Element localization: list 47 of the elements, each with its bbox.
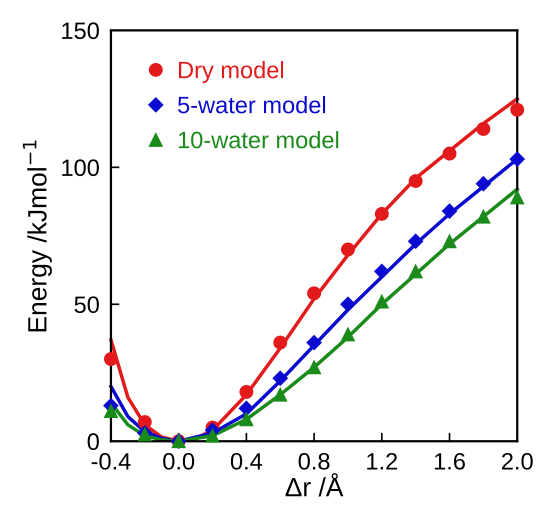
point <box>272 370 288 386</box>
point <box>408 264 423 278</box>
x-tick-label: 0.8 <box>298 452 330 470</box>
point <box>273 336 288 350</box>
point <box>374 264 390 279</box>
y-tick-label: 0 <box>88 433 99 450</box>
point <box>510 190 524 204</box>
x-tick-label: -0.4 <box>92 452 131 470</box>
x-tick-label: 0.0 <box>163 452 194 470</box>
point <box>239 384 254 399</box>
point <box>238 400 254 416</box>
point <box>476 176 491 192</box>
x-tick-label: 2.0 <box>502 452 533 470</box>
point <box>307 286 322 300</box>
point <box>239 412 254 426</box>
y-tick-label: 150 <box>62 22 99 40</box>
x-tick-label: 0.4 <box>230 452 262 470</box>
point <box>374 206 389 221</box>
legend-label: 10-water model <box>178 131 338 148</box>
y-axis-title: Energy /kJmol$^{−1}$ <box>22 140 52 332</box>
x-tick-label: 1.2 <box>367 452 398 470</box>
point <box>104 404 118 418</box>
point <box>341 327 355 342</box>
point <box>442 234 456 248</box>
point <box>476 210 490 224</box>
point <box>206 428 220 443</box>
legend-label: 5-water model <box>178 96 326 114</box>
point <box>408 174 423 188</box>
x-axis-title: Δr /Å <box>286 473 344 497</box>
point <box>341 242 355 256</box>
point <box>442 146 456 161</box>
y-tick-label: 100 <box>62 159 99 176</box>
point <box>408 234 424 249</box>
point <box>307 360 322 374</box>
point <box>510 102 524 117</box>
point <box>374 294 389 308</box>
point <box>442 204 458 219</box>
point <box>273 388 288 402</box>
y-tick-label: 50 <box>74 296 99 314</box>
legend-label: Dry model <box>179 61 284 84</box>
point <box>340 296 356 312</box>
point <box>510 152 525 167</box>
x-tick-label: 1.6 <box>434 452 465 470</box>
point <box>476 122 490 136</box>
point <box>104 352 118 366</box>
point <box>138 415 152 430</box>
point <box>306 335 322 350</box>
